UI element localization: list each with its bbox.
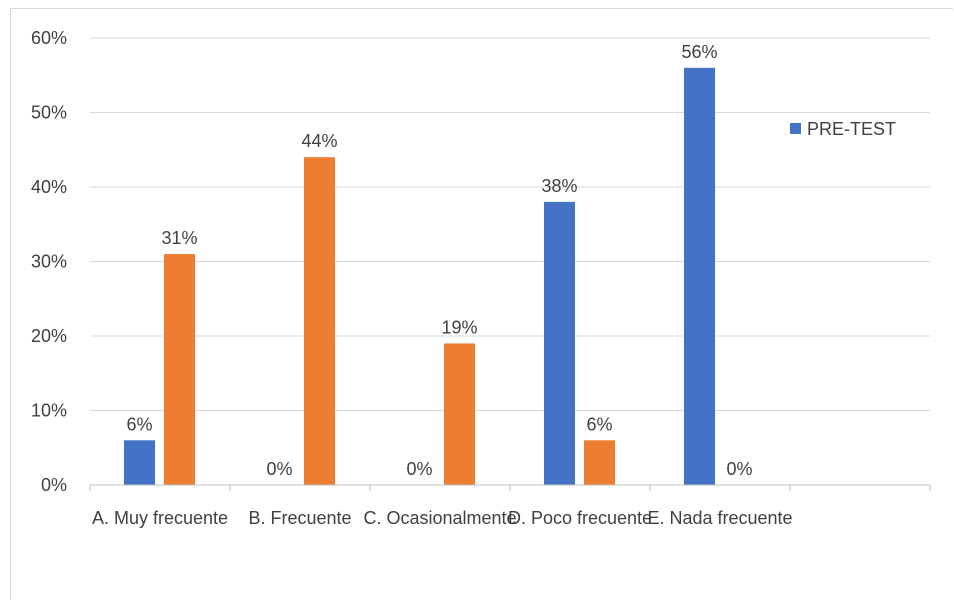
gridlines (90, 37, 930, 411)
legend-label-pre-test: PRE-TEST (807, 119, 896, 139)
bar-s1-5 (684, 67, 715, 486)
data-label: 56% (681, 42, 717, 62)
y-tick-label: 30% (31, 252, 67, 272)
y-tick-label: 50% (31, 103, 67, 123)
bar-s2-2 (304, 157, 335, 485)
data-label: 0% (726, 459, 752, 479)
data-labels: 6% 0% 0% 38% 56% 31% 44% 19% 6% 0% (126, 42, 752, 479)
category-label: A. Muy frecuente (92, 508, 228, 528)
bar-s1-1 (124, 440, 155, 485)
category-label: D. Poco frecuente (508, 508, 652, 528)
y-axis-ticks: 0% 10% 20% 30% 40% 50% 60% (31, 28, 67, 495)
data-label: 6% (126, 414, 152, 434)
bar-s2-4 (584, 440, 615, 485)
x-axis: A. Muy frecuente B. Frecuente C. Ocasional… (89, 484, 931, 528)
data-label: 44% (301, 131, 337, 151)
bar-s1-4 (544, 201, 575, 485)
data-label: 31% (161, 228, 197, 248)
data-label: 6% (586, 414, 612, 434)
category-label: B. Frecuente (248, 508, 351, 528)
y-tick-label: 20% (31, 326, 67, 346)
data-label: 38% (541, 176, 577, 196)
y-tick-label: 40% (31, 177, 67, 197)
legend: PRE-TEST (790, 119, 896, 139)
data-label: 0% (406, 459, 432, 479)
category-label: E. Nada frecuente (647, 508, 792, 528)
data-label: 0% (266, 459, 292, 479)
y-tick-label: 0% (41, 475, 67, 495)
data-label: 19% (441, 317, 477, 337)
category-label: C. Ocasionalmente (363, 508, 516, 528)
y-tick-label: 60% (31, 28, 67, 48)
bar-s2-1 (164, 254, 195, 485)
bar-s2-3 (444, 343, 475, 485)
y-tick-label: 10% (31, 401, 67, 421)
bars (124, 67, 715, 486)
legend-swatch-pre-test (790, 123, 801, 134)
